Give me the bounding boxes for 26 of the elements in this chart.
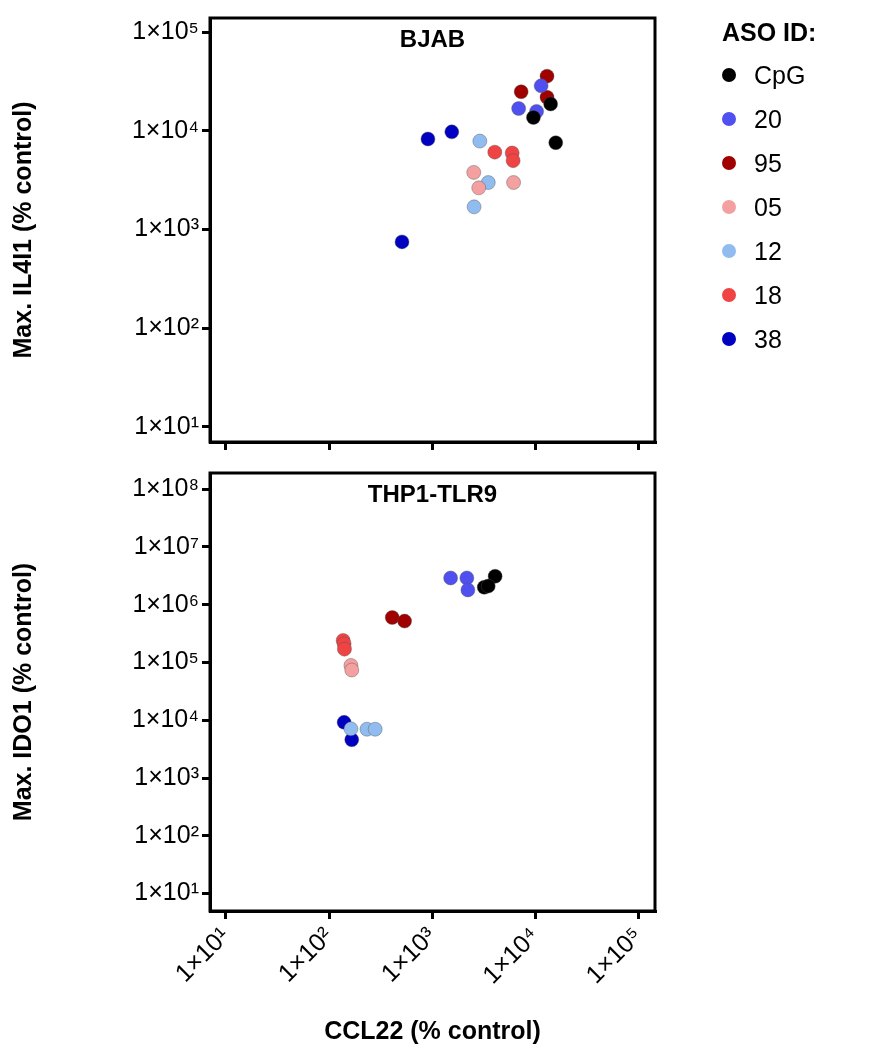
- y-tick-label: 1×10³: [134, 761, 199, 790]
- legend-label: 20: [754, 104, 782, 134]
- y-tick-label: 1×10⁶: [132, 588, 199, 617]
- chart-title: THP1-TLR9: [367, 479, 498, 507]
- y-tick-label: 1×10²: [134, 312, 199, 341]
- y-tick-label: 1×10³: [134, 213, 199, 242]
- legend-title: ASO ID:: [722, 18, 817, 47]
- legend-label: 38: [754, 324, 782, 354]
- y-tick-label: 1×10⁸: [132, 473, 199, 501]
- legend-label: 18: [754, 280, 782, 310]
- legend-label: 05: [754, 192, 782, 222]
- y-tick-label: 1×10⁵: [132, 16, 199, 45]
- y-tick-label: 1×10²: [134, 819, 199, 848]
- y-axis-title: Max. IDO1 (% control): [7, 562, 36, 822]
- y-tick-label: 1×10⁴: [131, 114, 199, 143]
- chart-title: BJAB: [399, 24, 466, 52]
- legend-label: 95: [754, 148, 782, 178]
- y-tick-label: 1×10⁷: [133, 530, 199, 559]
- x-axis-title: CCL22 (% control): [324, 1015, 541, 1044]
- y-tick-label: 1×10⁵: [132, 646, 199, 675]
- y-tick-label: 1×10⁴: [131, 704, 199, 733]
- legend-label: 12: [754, 236, 782, 266]
- y-tick-label: 1×10¹: [134, 410, 199, 439]
- y-tick-label: 1×10¹: [134, 877, 199, 906]
- y-axis-title: Max. IL4I1 (% control): [7, 101, 36, 359]
- legend-label: CpG: [754, 60, 806, 90]
